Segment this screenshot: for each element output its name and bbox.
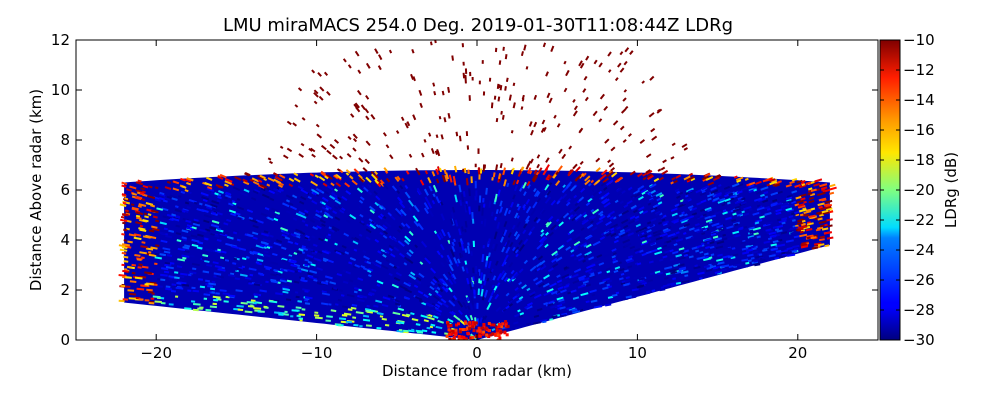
colorbar-tick-label: −10 [903,31,935,49]
y-tick-label: 8 [60,131,70,149]
y-tick-label: 2 [60,281,70,299]
y-axis: 0 2 4 6 8 10 12 [51,31,878,349]
colorbar-tick-label: −24 [903,241,935,259]
y-tick-label: 10 [51,81,70,99]
colorbar-tick-label: −28 [903,301,935,319]
y-axis-label: Distance Above radar (km) [27,89,45,291]
y-tick-label: 4 [60,231,70,249]
x-axis: −20 −10 0 10 20 [140,40,807,362]
x-axis-label: Distance from radar (km) [382,362,572,380]
colorbar-tick-label: −12 [903,61,935,79]
plot-area [118,40,837,340]
sparse-echoes [267,40,688,340]
colorbar-ticks: −30 −28 −26 −24 −22 −20 −18 −16 −14 −12 −10 [880,31,935,349]
colorbar: −30 −28 −26 −24 −22 −20 −18 −16 −14 −12 −10 LDRg (… [879,31,960,349]
y-tick-label: 6 [60,181,70,199]
x-tick-label: −10 [301,344,333,362]
x-tick-label: −20 [140,344,172,362]
colorbar-tick-label: −20 [903,181,935,199]
scan-pixels [118,164,837,340]
colorbar-tick-label: −18 [903,151,935,169]
chart-title: LMU miraMACS 254.0 Deg. 2019-01-30T11:08… [223,15,733,36]
colorbar-tick-label: −14 [903,91,935,109]
x-tick-label: 10 [628,344,647,362]
y-tick-label: 0 [60,331,70,349]
colorbar-tick-label: −16 [903,121,935,139]
colorbar-tick-label: −22 [903,211,935,229]
colorbar-tick-label: −26 [903,271,935,289]
colorbar-label: LDRg (dB) [942,152,960,228]
x-tick-label: 20 [788,344,807,362]
y-tick-label: 12 [51,31,70,49]
colorbar-tick-label: −30 [903,331,935,349]
x-tick-label: 0 [472,344,482,362]
